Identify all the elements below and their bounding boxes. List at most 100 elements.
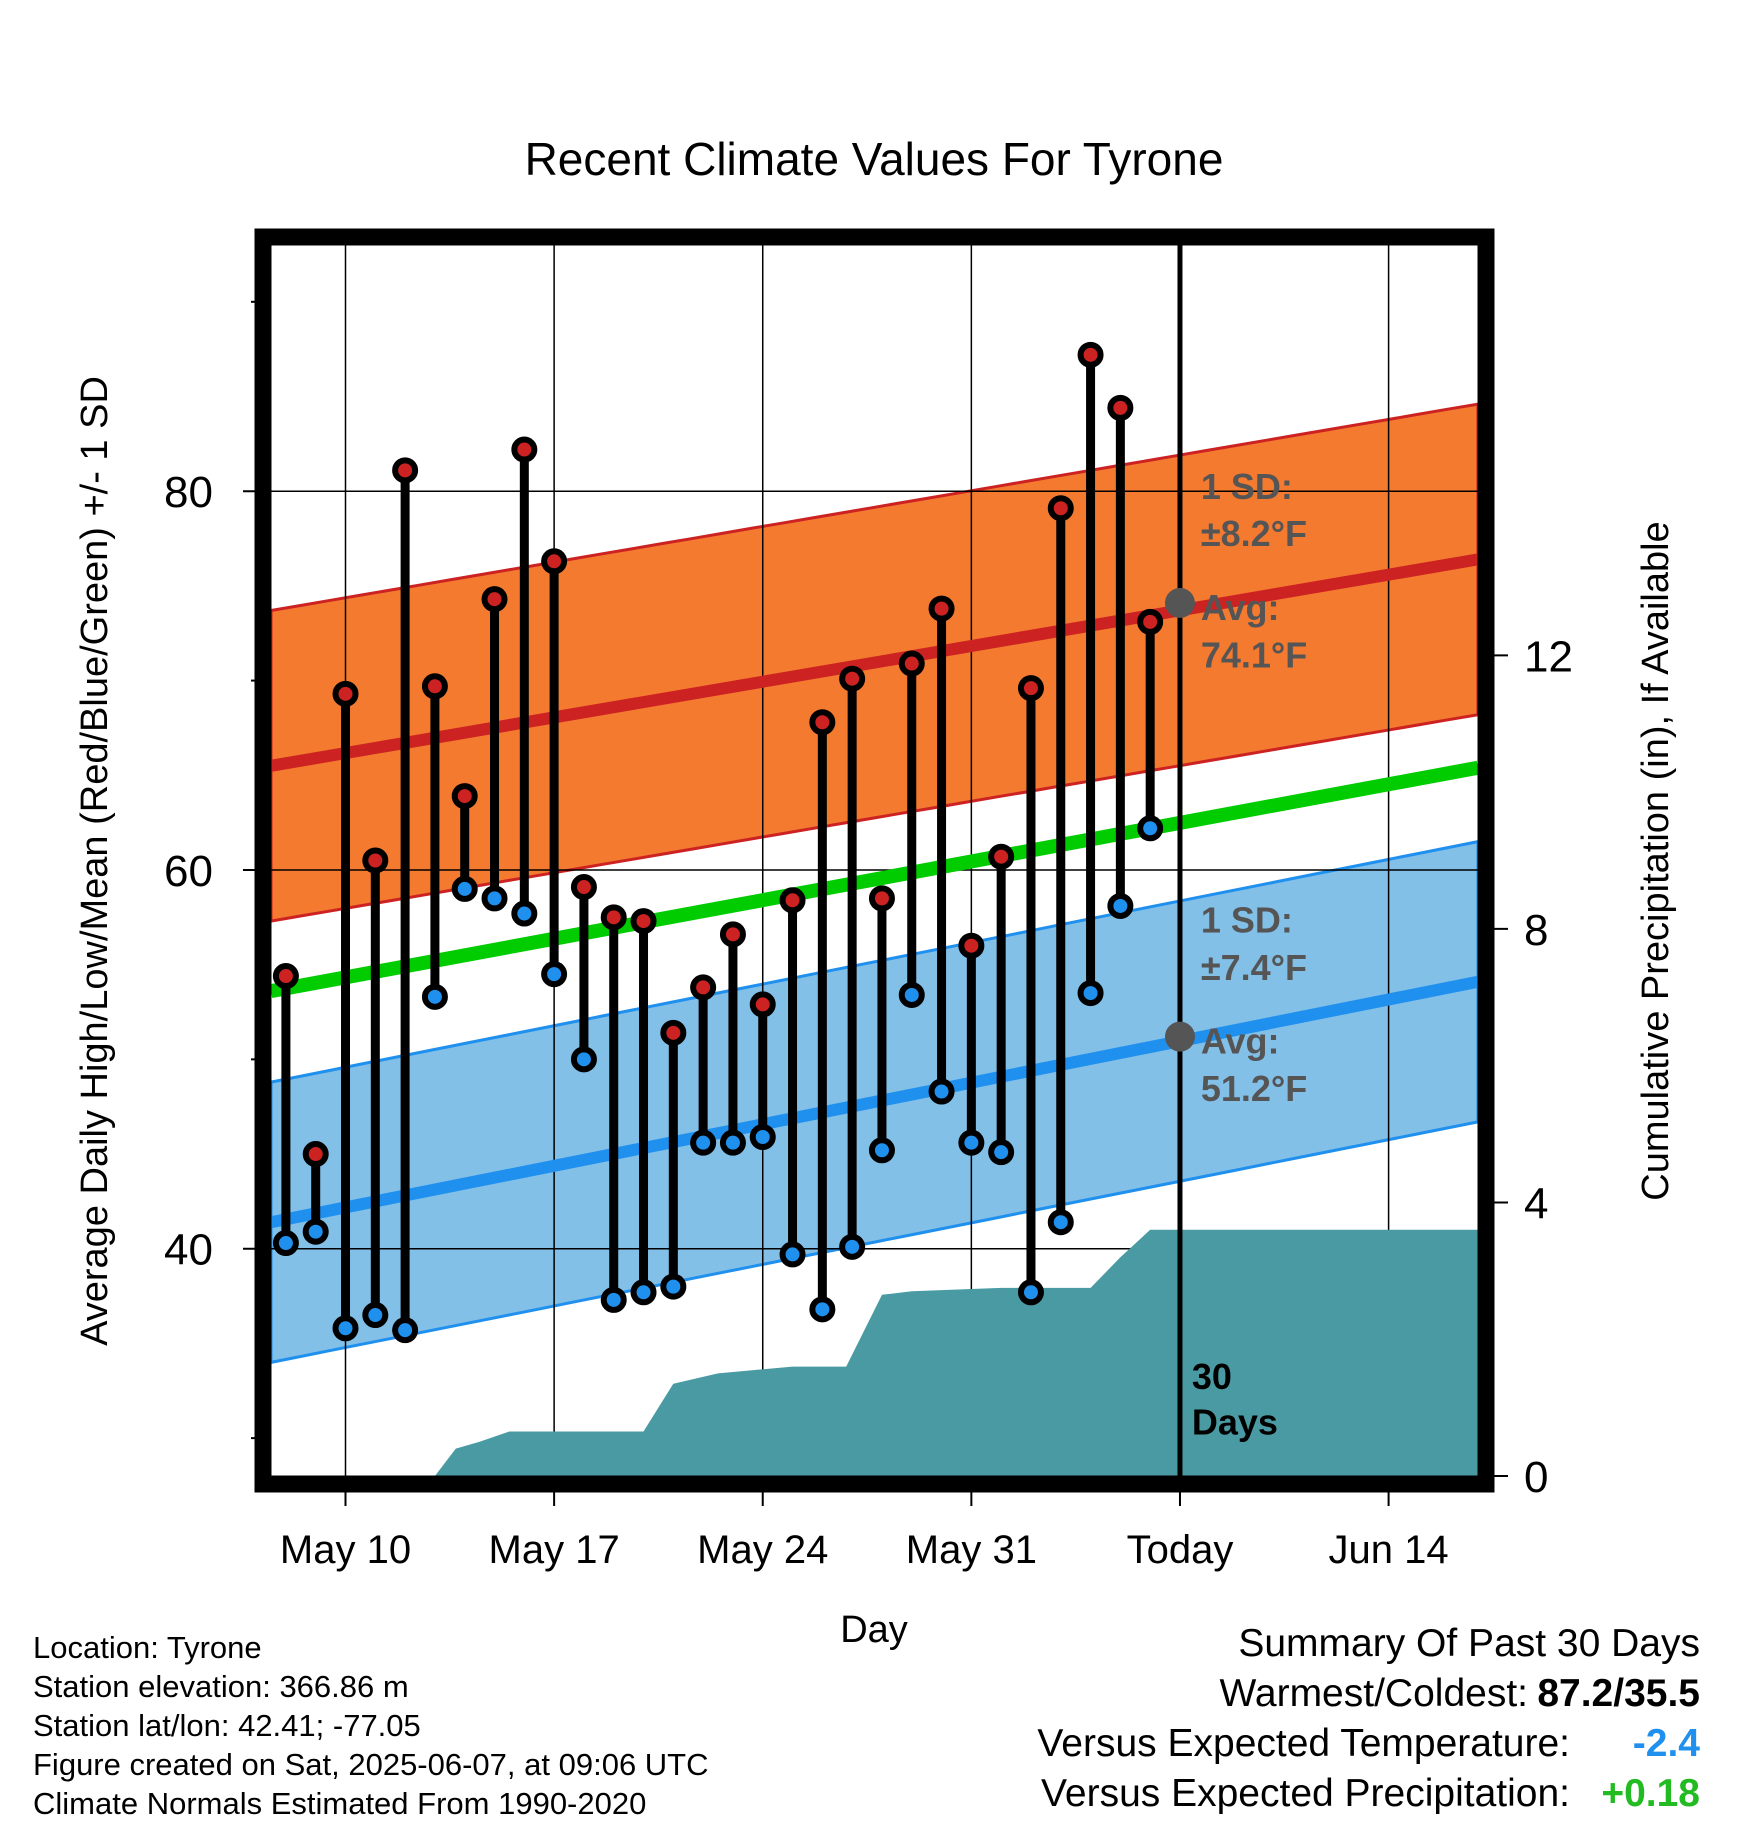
daily-low-point [451,875,478,902]
temp-value: -2.4 [1632,1722,1700,1765]
daily-high-point [749,991,776,1018]
daily-low-point [719,1129,746,1156]
daily-low-point [511,900,538,927]
daily-high-point [421,673,448,700]
normal-mean-line [269,760,1480,999]
daily-low-point [481,885,508,912]
precip-label: Versus Expected Precipitation: [1041,1772,1570,1815]
chart-title: Recent Climate Values For Tyrone [525,133,1224,185]
normal-low-line [269,975,1480,1229]
daily-low-point [779,1241,806,1268]
daily-low-point [570,1046,597,1073]
precipitation-area [271,1229,1478,1476]
daily-low-point [600,1286,627,1313]
x-tick-label: May 24 [697,1528,828,1572]
plot-frame [254,228,1495,1493]
daily-high-point [1107,394,1134,421]
warmest-value: 87.2/35.5 [1537,1672,1700,1715]
x-tick-label: Jun 14 [1329,1528,1449,1572]
annotation-text: ±7.4°F [1201,947,1307,988]
annotation-text: ±8.2°F [1201,513,1307,554]
y-tick-label: 60 [164,847,213,896]
y2-tick-label: 0 [1524,1453,1548,1502]
plot-border [254,228,1495,1493]
temp-label: Versus Expected Temperature: [1037,1722,1570,1765]
normal-lines [269,553,1480,1229]
daily-high-point [332,680,359,707]
precip-value: +0.18 [1601,1772,1700,1815]
annotation-text: Avg: [1201,587,1280,628]
y-tick-label: 80 [164,468,213,517]
y2-axis-label: Cumulative Precipitation (in), If Availa… [1635,521,1677,1200]
daily-high-point [630,908,657,935]
annotation-text: 30 [1192,1356,1232,1397]
daily-low-point [1107,892,1134,919]
daily-high-point [809,709,836,736]
footer-normals: Climate Normals Estimated From 1990-2020 [33,1786,647,1821]
daily-low-point [988,1139,1015,1166]
daily-high-point [570,874,597,901]
daily-high-point [511,436,538,463]
daily-high-point [719,921,746,948]
daily-high-point [600,904,627,931]
y2-tick-label: 4 [1524,1179,1548,1228]
x-tick-label: May 10 [280,1528,411,1572]
daily-high-point [988,843,1015,870]
annotation-text: 1 SD: [1201,466,1293,507]
daily-high-point [392,457,419,484]
y2-tick-label: 8 [1524,906,1548,955]
daily-low-point [928,1078,955,1105]
today-average-marker [1164,1021,1195,1052]
daily-high-point [451,783,478,810]
daily-high-point [868,885,895,912]
daily-high-point [541,548,568,575]
daily-low-point [690,1129,717,1156]
today-average-marker [1164,587,1195,618]
daily-high-point [1137,608,1164,635]
daily-low-point [1077,980,1104,1007]
footer-created: Figure created on Sat, 2025-06-07, at 09… [33,1747,709,1782]
precip-area [271,1229,1478,1476]
daily-high-point [1077,341,1104,368]
x-tick-label: May 31 [906,1528,1037,1572]
daily-high-point [1017,675,1044,702]
footer-latlon: Station lat/lon: 42.41; -77.05 [33,1708,421,1743]
daily-low-point [1017,1279,1044,1306]
daily-low-point [809,1296,836,1323]
x-tick-label: Today [1127,1528,1234,1572]
daily-high-point [660,1019,687,1046]
daily-high-point [839,665,866,692]
daily-low-point [839,1233,866,1260]
summary-title: Summary Of Past 30 Days [1238,1622,1700,1665]
daily-low-point [1047,1209,1074,1236]
daily-low-point [630,1279,657,1306]
daily-low-point [660,1273,687,1300]
y-axis-label: Average Daily High/Low/Mean (Red/Blue/Gr… [74,376,116,1346]
y2-tick-label: 12 [1524,632,1573,681]
annotation-text: Days [1192,1401,1278,1442]
daily-high-point [362,847,389,874]
daily-high-point [272,963,299,990]
daily-low-point [541,961,568,988]
annotation-text: 1 SD: [1201,899,1293,940]
daily-low-point [392,1317,419,1344]
daily-low-point [898,981,925,1008]
annotation-text: 51.2°F [1201,1068,1307,1109]
x-axis-label: Day [840,1609,908,1651]
annotation-text: 74.1°F [1201,634,1307,675]
daily-high-point [958,932,985,959]
daily-low-point [421,983,448,1010]
footer-elevation: Station elevation: 366.86 m [33,1669,409,1704]
warmest-label: Warmest/Coldest: [1219,1672,1528,1715]
daily-low-point [302,1218,329,1245]
daily-low-point [362,1302,389,1329]
daily-high-point [690,974,717,1001]
daily-high-point [928,595,955,622]
daily-low-point [868,1137,895,1164]
annotation-text: Avg: [1201,1021,1280,1062]
daily-high-point [1047,495,1074,522]
x-tick-label: May 17 [489,1528,620,1572]
daily-low-point [272,1230,299,1257]
y-tick-label: 40 [164,1226,213,1275]
